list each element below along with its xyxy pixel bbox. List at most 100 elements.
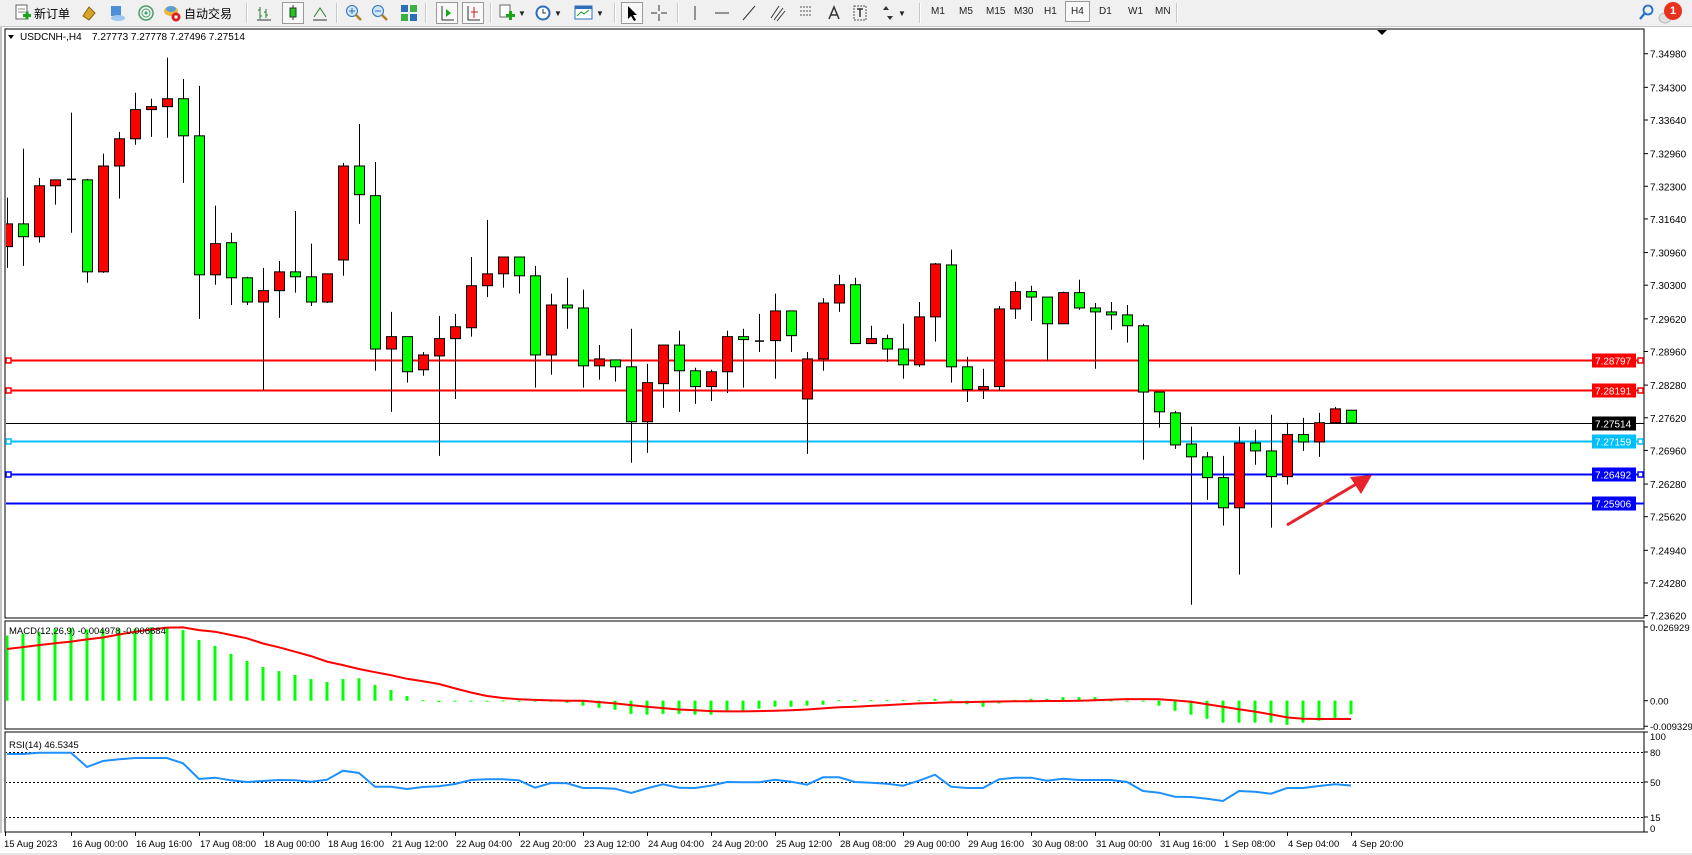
arrows-button[interactable]: ▼: [880, 3, 906, 23]
macd-plot: [6, 626, 1353, 725]
macd-histogram-bar: [1205, 700, 1209, 719]
candle: [306, 243, 317, 306]
crosshair-icon: [651, 5, 667, 21]
text-label-button[interactable]: [852, 3, 868, 23]
timeframe-h1[interactable]: H1: [1044, 6, 1057, 17]
vertical-line-button[interactable]: [688, 3, 702, 23]
line-handle[interactable]: [5, 471, 12, 478]
chart-shift-button[interactable]: [462, 2, 484, 24]
candle-body: [290, 271, 301, 278]
candle-body: [18, 223, 29, 238]
templates-button[interactable]: ▼: [574, 3, 604, 23]
macd-histogram-bar: [1141, 700, 1145, 702]
fibonacci-button[interactable]: [798, 3, 816, 23]
candle: [1138, 323, 1149, 460]
price-axis-label: 7.24280: [1650, 579, 1687, 590]
candle-body: [226, 242, 237, 279]
macd-axis-label: -0.009329: [1650, 722, 1692, 733]
text-button[interactable]: [827, 3, 841, 23]
horizontal-line-button[interactable]: [714, 3, 730, 23]
candle-body: [1266, 450, 1277, 478]
line-handle[interactable]: [1637, 471, 1644, 478]
candle-body: [306, 276, 317, 303]
candle-body: [1346, 409, 1357, 424]
timeframe-d1[interactable]: D1: [1099, 6, 1112, 17]
auto-trading-button[interactable]: 自动交易: [162, 3, 232, 23]
periodicity-button[interactable]: ▼: [534, 3, 562, 23]
candle: [594, 345, 605, 380]
macd-histogram-bar: [805, 700, 809, 706]
text-label-icon: [853, 5, 867, 21]
candle-body: [434, 338, 445, 357]
candle-body: [1090, 307, 1101, 313]
zoom-out-button[interactable]: [371, 3, 389, 23]
channel-icon: [770, 5, 786, 22]
line-handle[interactable]: [5, 438, 12, 445]
time-axis-label: 31 Aug 00:00: [1096, 839, 1152, 850]
price-label-box: [1592, 467, 1636, 482]
time-axis-label: 21 Aug 12:00: [392, 839, 448, 850]
macd-histogram-bar: [165, 627, 169, 701]
price-label-box: [1592, 383, 1636, 398]
candle: [818, 298, 829, 371]
macd-histogram-bar: [533, 700, 537, 702]
candle-body: [802, 358, 813, 400]
symbol-dropdown-icon[interactable]: [8, 35, 14, 39]
tile-windows-button[interactable]: [400, 3, 418, 23]
candle: [578, 289, 589, 388]
candle-body: [482, 273, 493, 287]
time-axis-label: 30 Aug 08:00: [1032, 839, 1088, 850]
candlestick-button[interactable]: [282, 2, 304, 24]
chevron-down-icon: ▼: [898, 8, 906, 18]
bar-chart-button[interactable]: [256, 3, 272, 23]
search-button[interactable]: [1638, 3, 1654, 23]
indicators-button[interactable]: ▼: [498, 3, 526, 23]
crosshair-button[interactable]: [651, 3, 667, 23]
timeframe-mn[interactable]: MN: [1155, 6, 1171, 17]
line-chart-button[interactable]: [312, 3, 328, 23]
timeframe-h4[interactable]: H4: [1065, 1, 1090, 22]
candle-body: [130, 109, 141, 140]
line-handle[interactable]: [1637, 438, 1644, 445]
notification-badge[interactable]: 1: [1664, 2, 1682, 20]
macd-histogram-bar: [629, 700, 633, 714]
timeframe-m1[interactable]: M1: [931, 6, 945, 17]
macd-histogram-bar: [1349, 700, 1353, 715]
time-axis-label: 29 Aug 00:00: [904, 839, 960, 850]
new-order-button[interactable]: 新订单: [14, 3, 70, 23]
cursor-button[interactable]: [621, 2, 643, 24]
macd-histogram-bar: [1157, 700, 1161, 706]
line-handle[interactable]: [5, 387, 12, 394]
price-label-7.28797: 7.28797: [1595, 357, 1632, 368]
candle-body: [866, 338, 877, 345]
timeframe-m5[interactable]: M5: [959, 6, 973, 17]
equidistant-channel-button[interactable]: [769, 3, 787, 23]
trendline-button[interactable]: [741, 3, 757, 23]
candle-body: [210, 243, 221, 276]
candle: [994, 305, 1005, 391]
market-watch-button[interactable]: [80, 3, 98, 23]
timeframe-m15[interactable]: M15: [986, 6, 1006, 17]
candle-body: [1218, 477, 1229, 509]
navigator-button[interactable]: [108, 3, 126, 23]
macd-histogram-bar: [469, 700, 473, 702]
chevron-down-icon: ▼: [554, 8, 562, 18]
line-handle[interactable]: [1637, 357, 1644, 364]
candle-body: [114, 138, 125, 167]
chevron-down-icon: ▼: [518, 8, 526, 18]
timeframe-w1[interactable]: W1: [1128, 6, 1143, 17]
annotation-arrow-head: [1350, 475, 1372, 494]
candle-body: [514, 256, 525, 277]
line-handle[interactable]: [1637, 387, 1644, 394]
time-axis-label: 4 Sep 20:00: [1352, 839, 1403, 850]
candle: [866, 325, 877, 345]
timeframe-m30[interactable]: M30: [1014, 6, 1034, 17]
line-handle[interactable]: [5, 357, 12, 364]
zoom-in-button[interactable]: [345, 3, 363, 23]
bar-chart-icon: [257, 7, 271, 21]
signals-button[interactable]: [137, 3, 155, 23]
auto-scroll-button[interactable]: [436, 2, 458, 24]
macd-histogram-bar: [597, 700, 601, 708]
candle-body: [1026, 291, 1037, 298]
